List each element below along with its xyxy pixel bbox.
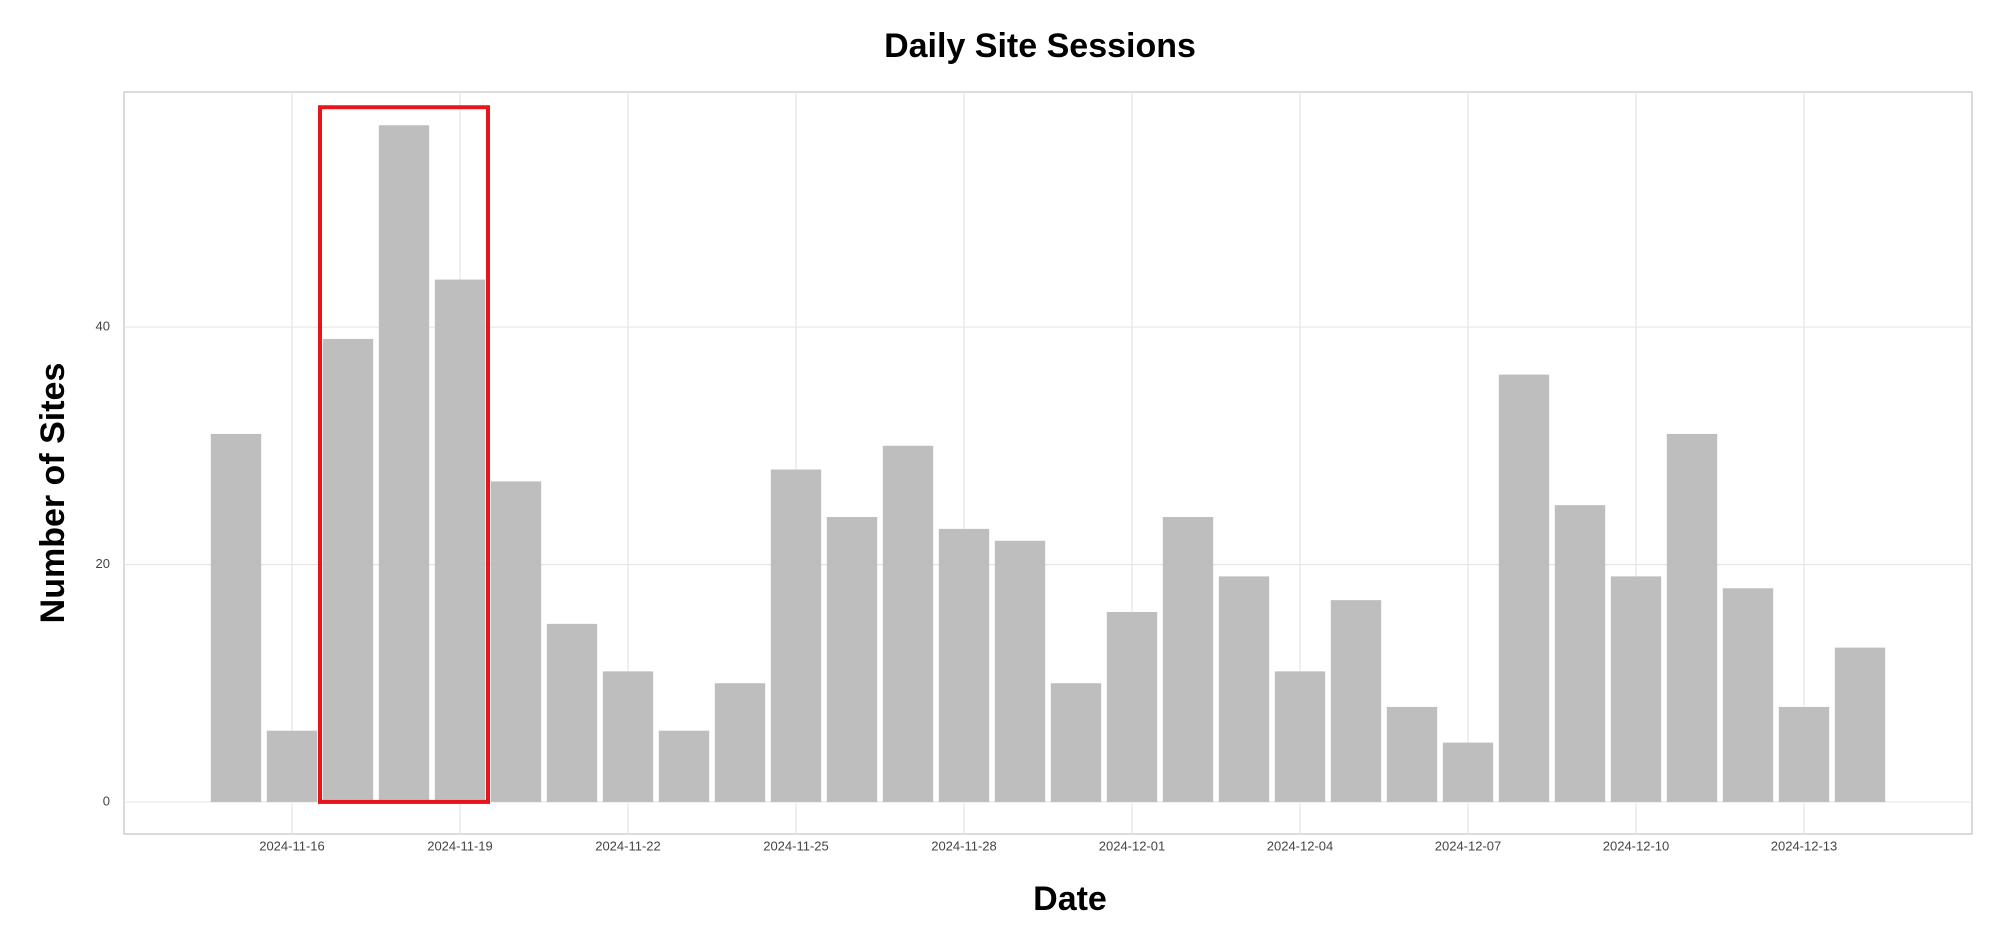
bar [602, 671, 654, 802]
highlight-box [318, 105, 490, 804]
bar [1106, 611, 1158, 802]
x-tick-label: 2024-12-13 [1771, 838, 1838, 853]
y-tick-label: 0 [103, 793, 110, 808]
bar [1162, 517, 1214, 802]
bar [266, 730, 318, 802]
bar [1386, 706, 1438, 802]
bar [1778, 706, 1830, 802]
bar [210, 433, 262, 802]
bar [714, 683, 766, 802]
bar [1722, 588, 1774, 802]
x-tick-label: 2024-12-01 [1099, 838, 1166, 853]
bar [1442, 742, 1494, 802]
bar [378, 125, 430, 802]
bar [994, 540, 1046, 802]
bar [1330, 600, 1382, 802]
x-tick-label: 2024-11-22 [595, 838, 661, 853]
x-tick-label: 2024-12-10 [1603, 838, 1670, 853]
chart-title: Daily Site Sessions [884, 27, 1196, 65]
y-tick-label: 20 [96, 556, 110, 571]
bar [434, 279, 486, 802]
bar [1218, 576, 1270, 802]
x-tick-label: 2024-11-28 [931, 838, 997, 853]
bar [882, 445, 934, 802]
bar [938, 528, 990, 802]
bar [1274, 671, 1326, 802]
bar [826, 517, 878, 802]
x-tick-label: 2024-12-07 [1435, 838, 1502, 853]
x-tick-label: 2024-11-25 [763, 838, 829, 853]
y-tick-label: 40 [96, 319, 110, 334]
bar [1610, 576, 1662, 802]
bar [322, 338, 374, 802]
bar [1834, 647, 1886, 802]
bar [546, 623, 598, 802]
bar [658, 730, 710, 802]
bar [1554, 505, 1606, 802]
plot-panel [123, 91, 1973, 835]
x-tick-label: 2024-12-04 [1267, 838, 1334, 853]
bar [1666, 433, 1718, 802]
bar [490, 481, 542, 802]
y-axis-title: Number of Sites [34, 363, 72, 624]
x-tick-label: 2024-11-19 [427, 838, 493, 853]
bar [770, 469, 822, 802]
bar [1050, 683, 1102, 802]
x-tick-label: 2024-11-16 [259, 838, 325, 853]
x-axis-title: Date [1033, 880, 1107, 918]
bar [1498, 374, 1550, 802]
